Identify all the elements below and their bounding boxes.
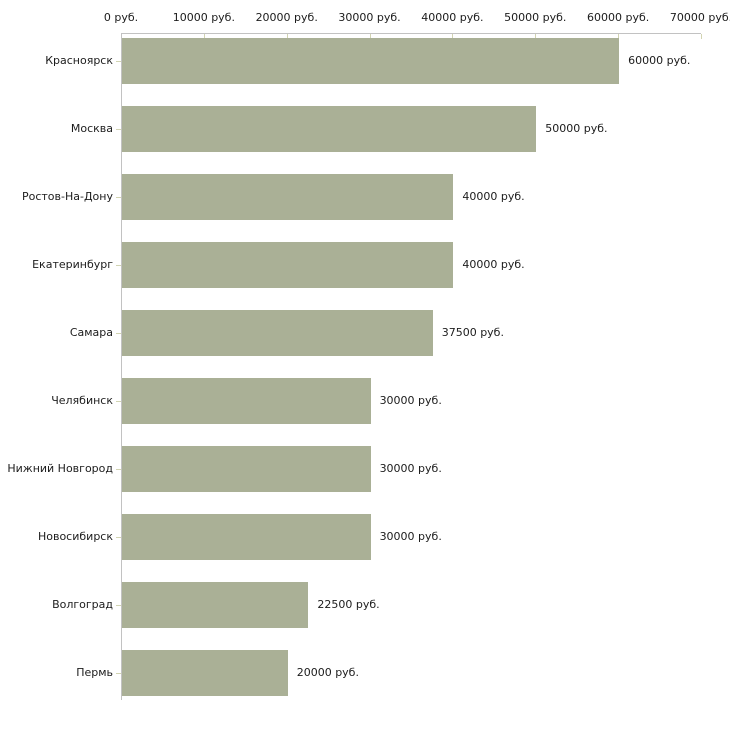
category-label: Волгоград <box>52 598 113 611</box>
x-axis-tick-label: 40000 руб. <box>421 11 484 24</box>
category-tick-mark <box>116 673 121 674</box>
x-axis-tick-label: 0 руб. <box>103 11 139 24</box>
x-axis-tick-label: 70000 руб. <box>669 11 730 24</box>
value-label: 40000 руб. <box>462 190 525 203</box>
category-label: Нижний Новгород <box>7 462 113 475</box>
category-tick-mark <box>116 605 121 606</box>
category-label: Красноярск <box>45 54 113 67</box>
bar <box>122 38 620 84</box>
x-axis-tick-label: 60000 руб. <box>587 11 650 24</box>
y-axis-line <box>121 33 122 700</box>
bar <box>122 106 537 152</box>
bar <box>122 310 433 356</box>
category-label: Екатеринбург <box>32 258 113 271</box>
category-label: Челябинск <box>51 394 113 407</box>
category-label: Пермь <box>76 666 113 679</box>
value-label: 50000 руб. <box>545 122 608 135</box>
bar <box>122 446 371 492</box>
x-axis-tick-mark <box>452 34 454 39</box>
x-axis-tick-label: 20000 руб. <box>255 11 318 24</box>
category-tick-mark <box>116 537 121 538</box>
value-label: 40000 руб. <box>462 258 525 271</box>
bar <box>122 174 454 220</box>
category-label: Ростов-На-Дону <box>21 190 113 203</box>
bar <box>122 582 309 628</box>
x-axis-tick-mark <box>535 34 537 39</box>
bar <box>122 242 454 288</box>
x-axis-line <box>121 33 701 34</box>
category-label: Самара <box>69 326 113 339</box>
category-tick-mark <box>116 265 121 266</box>
x-axis-tick-mark <box>286 34 288 39</box>
value-label: 30000 руб. <box>379 530 442 543</box>
x-axis-tick-label: 50000 руб. <box>504 11 567 24</box>
category-tick-mark <box>116 401 121 402</box>
x-axis-tick-label: 30000 руб. <box>338 11 401 24</box>
category-tick-mark <box>116 333 121 334</box>
category-label: Новосибирск <box>37 530 113 543</box>
category-tick-mark <box>116 61 121 62</box>
value-label: 30000 руб. <box>379 462 442 475</box>
bar <box>122 378 371 424</box>
value-label: 60000 руб. <box>628 54 691 67</box>
value-label: 20000 руб. <box>296 666 359 679</box>
bar <box>122 514 371 560</box>
value-label: 30000 руб. <box>379 394 442 407</box>
bar <box>122 650 288 696</box>
category-tick-mark <box>116 469 121 470</box>
x-axis-tick-label: 10000 руб. <box>172 11 235 24</box>
category-tick-mark <box>116 197 121 198</box>
x-axis-tick-mark <box>369 34 371 39</box>
x-axis-tick-mark <box>701 34 702 39</box>
category-tick-mark <box>116 129 121 130</box>
value-label: 37500 руб. <box>441 326 504 339</box>
category-label: Москва <box>70 122 113 135</box>
x-axis-tick-mark <box>618 34 620 39</box>
x-axis-tick-mark <box>203 34 205 39</box>
value-label: 22500 руб. <box>317 598 380 611</box>
